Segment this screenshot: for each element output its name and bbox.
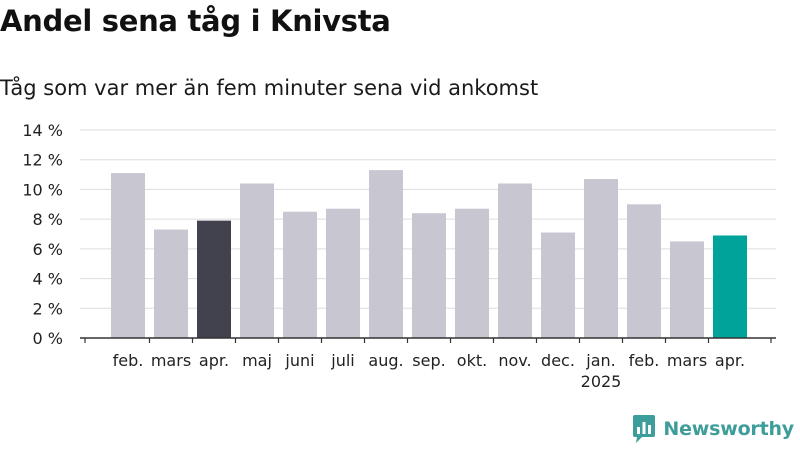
x-tick-label: dec. <box>541 351 575 370</box>
brand-logo: Newsworthy <box>631 414 794 444</box>
bar <box>111 173 145 338</box>
y-tick-label: 0 % <box>33 329 63 348</box>
x-tick-label: apr. <box>715 351 745 370</box>
x-tick-label: mars <box>667 351 707 370</box>
x-tick-label: feb. <box>113 351 144 370</box>
bar <box>369 170 403 338</box>
y-tick-label: 10 % <box>22 180 63 199</box>
chart-subtitle: Tåg som var mer än fem minuter sena vid … <box>0 76 539 100</box>
bar <box>498 183 532 338</box>
bar <box>197 220 231 338</box>
brand-name: Newsworthy <box>663 418 794 440</box>
x-tick-label: apr. <box>199 351 229 370</box>
bar <box>541 232 575 338</box>
bar <box>584 179 618 338</box>
bar <box>713 235 747 338</box>
x-tick-label: sep. <box>412 351 445 370</box>
y-tick-label: 2 % <box>33 299 63 318</box>
x-tick-label: maj <box>242 351 272 370</box>
bar <box>627 204 661 338</box>
bar <box>154 229 188 338</box>
y-tick-label: 6 % <box>33 240 63 259</box>
x-tick-label: okt. <box>457 351 487 370</box>
chart-title: Andel sena tåg i Knivsta <box>0 4 391 38</box>
x-tick-label: mars <box>151 351 191 370</box>
y-tick-label: 12 % <box>22 151 63 170</box>
x-tick-label: jan. <box>585 351 615 370</box>
bar <box>670 241 704 338</box>
x-tick-label: feb. <box>629 351 660 370</box>
x-year-label: 2025 <box>581 372 622 391</box>
bar <box>455 208 489 338</box>
newsworthy-logo-icon <box>633 415 656 443</box>
x-tick-label: nov. <box>498 351 531 370</box>
bar <box>283 211 317 338</box>
x-tick-label: aug. <box>368 351 403 370</box>
y-tick-label: 4 % <box>33 270 63 289</box>
y-tick-label: 14 % <box>22 121 63 140</box>
bar <box>240 183 274 338</box>
bar <box>412 213 446 338</box>
bar <box>326 208 360 338</box>
x-tick-label: juli <box>330 351 354 370</box>
y-tick-label: 8 % <box>33 210 63 229</box>
x-tick-label: juni <box>284 351 314 370</box>
